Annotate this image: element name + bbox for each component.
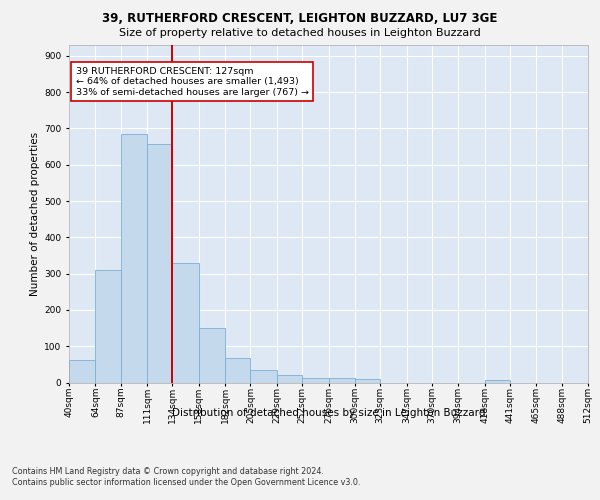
Text: 39, RUTHERFORD CRESCENT, LEIGHTON BUZZARD, LU7 3GE: 39, RUTHERFORD CRESCENT, LEIGHTON BUZZAR… [103,12,497,26]
Bar [199,328,225,382]
Bar [172,262,199,382]
Bar [485,380,510,382]
Bar [225,358,250,382]
Text: Size of property relative to detached houses in Leighton Buzzard: Size of property relative to detached ho… [119,28,481,38]
Bar [121,134,147,382]
Text: Distribution of detached houses by size in Leighton Buzzard: Distribution of detached houses by size … [172,408,485,418]
Text: 39 RUTHERFORD CRESCENT: 127sqm
← 64% of detached houses are smaller (1,493)
33% : 39 RUTHERFORD CRESCENT: 127sqm ← 64% of … [76,67,308,96]
Bar [95,270,121,382]
Y-axis label: Number of detached properties: Number of detached properties [30,132,40,296]
Bar [277,375,302,382]
Bar [355,379,380,382]
Bar [329,378,355,382]
Text: Contains HM Land Registry data © Crown copyright and database right 2024.
Contai: Contains HM Land Registry data © Crown c… [12,468,361,487]
Bar [302,378,329,382]
Bar [147,144,172,382]
Bar [250,370,277,382]
Bar [69,360,95,382]
